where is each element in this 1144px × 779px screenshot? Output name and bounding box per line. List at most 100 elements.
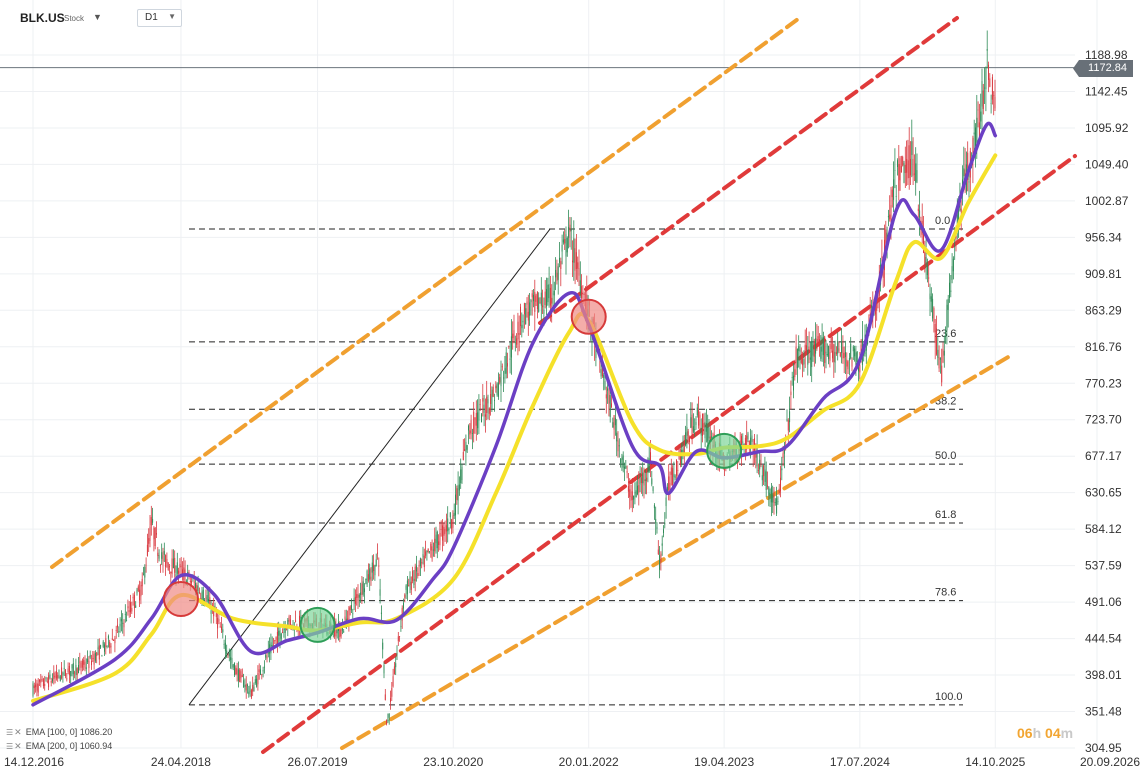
candle-body <box>913 173 915 175</box>
candle-body <box>174 557 176 573</box>
candle-body <box>107 635 109 639</box>
upper-orange-channel <box>50 17 800 569</box>
fib-level-label: 78.6 <box>935 587 956 599</box>
candle-body <box>468 425 469 431</box>
candle-body <box>769 492 771 499</box>
candle-body <box>366 570 368 585</box>
candle-body <box>477 412 479 429</box>
candle-body <box>144 566 146 578</box>
candle-body <box>249 685 251 693</box>
candle-body <box>982 90 984 109</box>
candle-body <box>279 630 281 642</box>
candle-body <box>37 683 39 693</box>
candle-body <box>74 672 76 674</box>
close-icon[interactable]: ✕ <box>14 727 22 737</box>
candle-body <box>136 589 138 594</box>
candle-body <box>605 394 607 399</box>
candle-body <box>208 599 209 602</box>
candle-body <box>189 580 191 583</box>
candle-body <box>464 449 466 452</box>
candle-body <box>244 685 246 687</box>
candle-body <box>527 311 529 321</box>
candle-body <box>973 132 975 135</box>
candle-body <box>395 663 397 668</box>
candle-body <box>911 141 913 156</box>
candle-body <box>793 375 794 391</box>
candle-body <box>351 605 352 611</box>
candle-body <box>84 661 86 668</box>
candle-body <box>487 399 489 404</box>
candle-body <box>806 345 807 353</box>
candle-body <box>282 632 284 633</box>
candle-body <box>460 469 462 484</box>
candle-body <box>501 366 503 368</box>
candle-body <box>289 619 291 627</box>
candle-body <box>42 679 44 687</box>
x-tick-label: 14.12.2016 <box>4 755 64 769</box>
candle-body <box>929 293 931 300</box>
candle-body <box>347 618 349 621</box>
candle-body <box>991 77 993 100</box>
candle-body <box>638 485 640 493</box>
x-tick-label: 23.10.2020 <box>423 755 483 769</box>
candle-body <box>808 346 810 351</box>
candle-body <box>448 529 450 530</box>
candle-body <box>275 636 277 640</box>
symbol-dropdown-icon[interactable]: ▼ <box>93 12 102 22</box>
list-icon[interactable]: ☰ <box>6 728 14 737</box>
candle-body <box>222 629 224 633</box>
candle-body <box>374 565 376 576</box>
candle-body <box>945 341 947 343</box>
candle-body <box>280 633 282 639</box>
candle-body <box>386 719 388 725</box>
candle-body <box>436 531 438 549</box>
price-axis[interactable]: 1188.98 1142.45 1095.92 1049.40 1002.87 956.3… <box>1085 48 1129 755</box>
candle-body <box>352 613 354 615</box>
list-icon[interactable]: ☰ <box>6 742 14 751</box>
candle-body <box>474 418 476 420</box>
candle-body <box>790 391 792 395</box>
candle-body <box>630 496 632 501</box>
candle-body <box>692 426 694 432</box>
candle-body <box>755 451 757 458</box>
candle-body <box>57 675 59 679</box>
candle-body <box>369 568 371 580</box>
candle-body <box>361 583 363 596</box>
candle-body <box>570 229 572 232</box>
candle-body <box>149 526 151 541</box>
candle-body <box>486 396 488 413</box>
time-axis[interactable]: 14.12.2016 24.04.2018 26.07.2019 23.10.2020… <box>4 755 1140 769</box>
candle-body <box>565 234 567 257</box>
candle-body <box>517 321 519 340</box>
candle-body <box>80 662 82 668</box>
candle-body <box>171 558 173 575</box>
candle-body <box>902 156 904 166</box>
close-icon[interactable]: ✕ <box>14 741 22 751</box>
symbol-name[interactable]: BLK.US <box>20 11 65 25</box>
candle-body <box>481 414 482 423</box>
candle-body <box>513 330 515 341</box>
candle-body <box>664 523 666 525</box>
candle-body <box>45 677 47 680</box>
candle-body <box>179 563 181 568</box>
candle-body <box>648 458 650 473</box>
candle-body <box>114 638 116 644</box>
candle-body <box>561 244 563 252</box>
candle-body <box>265 654 267 658</box>
lower-orange-channel <box>340 354 1012 750</box>
candle-body <box>569 224 571 232</box>
candle-body <box>751 435 753 442</box>
timeframe-select[interactable]: D1 ▼ <box>137 9 182 27</box>
candle-body <box>829 352 831 361</box>
candle-body <box>893 179 895 200</box>
candle-body <box>656 526 658 530</box>
candle-body <box>170 571 172 573</box>
candle-body <box>881 256 883 258</box>
candle-body <box>752 446 754 453</box>
candle-body <box>642 472 644 484</box>
candle-body <box>618 445 620 447</box>
candle-body <box>169 566 170 568</box>
